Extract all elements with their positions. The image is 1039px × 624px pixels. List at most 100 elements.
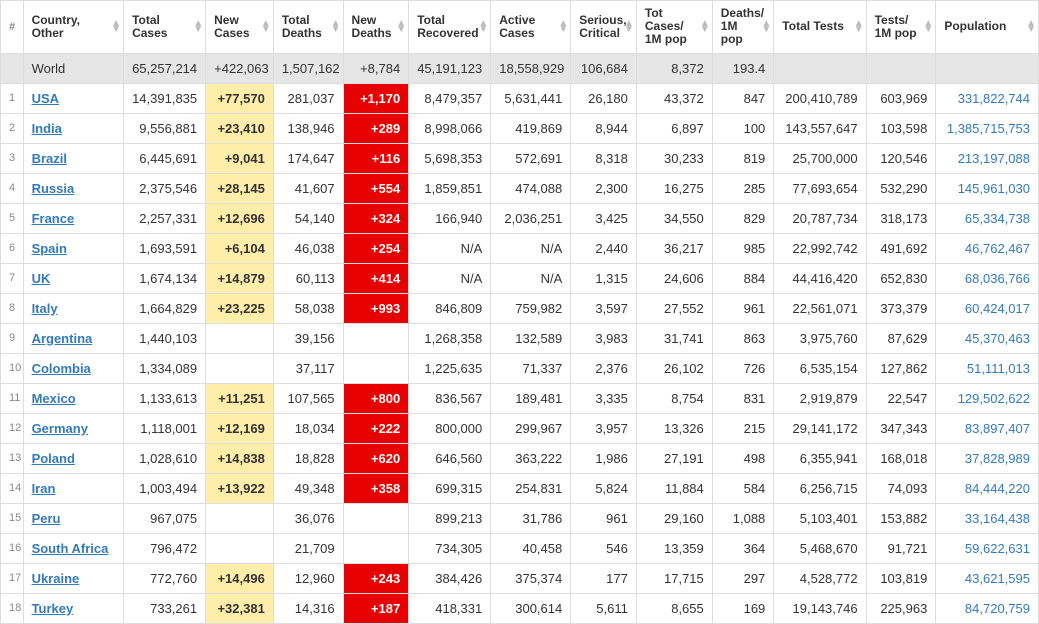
col-header-serious[interactable]: Serious, Critical▲▼: [571, 1, 637, 54]
cell-country[interactable]: Russia: [23, 173, 124, 203]
population-link[interactable]: 129,502,622: [958, 391, 1030, 406]
cell-country[interactable]: Brazil: [23, 143, 124, 173]
country-link[interactable]: Peru: [32, 511, 61, 526]
country-link[interactable]: UK: [32, 271, 51, 286]
cell-country[interactable]: Mexico: [23, 383, 124, 413]
cell-population[interactable]: 65,334,738: [936, 203, 1039, 233]
cell-country[interactable]: France: [23, 203, 124, 233]
country-link[interactable]: Germany: [32, 421, 88, 436]
country-link[interactable]: Turkey: [32, 601, 74, 616]
population-link[interactable]: 331,822,744: [958, 91, 1030, 106]
population-link[interactable]: 51,111,013: [967, 361, 1030, 376]
population-link[interactable]: 84,444,220: [965, 481, 1030, 496]
cell-population[interactable]: 84,720,759: [936, 593, 1039, 623]
country-link[interactable]: Iran: [32, 481, 56, 496]
country-link[interactable]: Ukraine: [32, 571, 80, 586]
country-link[interactable]: Italy: [32, 301, 58, 316]
country-link[interactable]: Russia: [32, 181, 75, 196]
col-header-total_recovered[interactable]: Total Recovered▲▼: [409, 1, 491, 54]
cell-new_deaths: +1,170: [343, 83, 409, 113]
cell-population[interactable]: 83,897,407: [936, 413, 1039, 443]
population-link[interactable]: 1,385,715,753: [947, 121, 1030, 136]
population-link[interactable]: 59,622,631: [965, 541, 1030, 556]
cell-country[interactable]: UK: [23, 263, 124, 293]
cell-cases_1m: 31,741: [636, 323, 712, 353]
country-link[interactable]: India: [32, 121, 62, 136]
country-link[interactable]: Argentina: [32, 331, 93, 346]
country-link[interactable]: Colombia: [32, 361, 91, 376]
country-link[interactable]: South Africa: [32, 541, 109, 556]
col-header-tests_1m[interactable]: Tests/ 1M pop▲▼: [866, 1, 936, 54]
cell-population[interactable]: 129,502,622: [936, 383, 1039, 413]
cell-country[interactable]: Poland: [23, 443, 124, 473]
cell-population[interactable]: 84,444,220: [936, 473, 1039, 503]
cell-total_cases: 9,556,881: [124, 113, 206, 143]
population-link[interactable]: 33,164,438: [965, 511, 1030, 526]
cell-population[interactable]: 1,385,715,753: [936, 113, 1039, 143]
cell-country[interactable]: Italy: [23, 293, 124, 323]
population-link[interactable]: 43,621,595: [965, 571, 1030, 586]
cell-population[interactable]: 33,164,438: [936, 503, 1039, 533]
cell-new_deaths: +254: [343, 233, 409, 263]
cell-country[interactable]: Iran: [23, 473, 124, 503]
cell-country[interactable]: Germany: [23, 413, 124, 443]
cell-population[interactable]: 45,370,463: [936, 323, 1039, 353]
cell-new_cases: +13,922: [206, 473, 274, 503]
population-link[interactable]: 83,897,407: [965, 421, 1030, 436]
cell-deaths_1m: 169: [712, 593, 774, 623]
population-link[interactable]: 60,424,017: [965, 301, 1030, 316]
col-header-total_tests[interactable]: Total Tests▲▼: [774, 1, 866, 54]
cell-country[interactable]: Peru: [23, 503, 124, 533]
col-header-new_deaths[interactable]: New Deaths▲▼: [343, 1, 409, 54]
cell-serious: 1,986: [571, 443, 637, 473]
col-header-active_cases[interactable]: Active Cases▲▼: [491, 1, 571, 54]
country-link[interactable]: France: [32, 211, 75, 226]
cell-population[interactable]: 145,961,030: [936, 173, 1039, 203]
country-link[interactable]: Mexico: [32, 391, 76, 406]
cell-population[interactable]: 213,197,088: [936, 143, 1039, 173]
country-link[interactable]: Spain: [32, 241, 67, 256]
country-link[interactable]: Brazil: [32, 151, 67, 166]
population-link[interactable]: 45,370,463: [965, 331, 1030, 346]
cell-country[interactable]: Ukraine: [23, 563, 124, 593]
col-header-total_cases[interactable]: Total Cases▲▼: [124, 1, 206, 54]
cell-country[interactable]: Turkey: [23, 593, 124, 623]
cell-population[interactable]: 46,762,467: [936, 233, 1039, 263]
population-link[interactable]: 37,828,989: [965, 451, 1030, 466]
col-header-country[interactable]: Country, Other▲▼: [23, 1, 124, 54]
cell-population[interactable]: 43,621,595: [936, 563, 1039, 593]
cell-tests_1m: 103,819: [866, 563, 936, 593]
population-link[interactable]: 84,720,759: [965, 601, 1030, 616]
population-link[interactable]: 46,762,467: [965, 241, 1030, 256]
cell-country[interactable]: Argentina: [23, 323, 124, 353]
population-link[interactable]: 65,334,738: [965, 211, 1030, 226]
cell-population[interactable]: 60,424,017: [936, 293, 1039, 323]
cell-population[interactable]: 331,822,744: [936, 83, 1039, 113]
cell-country[interactable]: Spain: [23, 233, 124, 263]
col-header-cases_1m[interactable]: Tot Cases/ 1M pop▲▼: [636, 1, 712, 54]
cell-population[interactable]: 59,622,631: [936, 533, 1039, 563]
cell-country[interactable]: India: [23, 113, 124, 143]
population-link[interactable]: 213,197,088: [958, 151, 1030, 166]
country-link[interactable]: USA: [32, 91, 59, 106]
cell-cases_1m: 13,359: [636, 533, 712, 563]
cell-country[interactable]: USA: [23, 83, 124, 113]
country-link[interactable]: Poland: [32, 451, 75, 466]
cell-population[interactable]: 51,111,013: [936, 353, 1039, 383]
cell-total_cases: 1,334,089: [124, 353, 206, 383]
cell-country[interactable]: South Africa: [23, 533, 124, 563]
col-header-deaths_1m[interactable]: Deaths/ 1M pop▲▼: [712, 1, 774, 54]
col-header-idx[interactable]: #: [1, 1, 24, 54]
cell-deaths_1m: 831: [712, 383, 774, 413]
cell-population[interactable]: 37,828,989: [936, 443, 1039, 473]
population-link[interactable]: 145,961,030: [958, 181, 1030, 196]
cell-population[interactable]: 68,036,766: [936, 263, 1039, 293]
cell-deaths_1m: 1,088: [712, 503, 774, 533]
population-link[interactable]: 68,036,766: [965, 271, 1030, 286]
cell-new_deaths: +414: [343, 263, 409, 293]
table-row: 14Iran1,003,494+13,92249,348+358699,3152…: [1, 473, 1039, 503]
col-header-total_deaths[interactable]: Total Deaths▲▼: [273, 1, 343, 54]
col-header-population[interactable]: Population▲▼: [936, 1, 1039, 54]
cell-country[interactable]: Colombia: [23, 353, 124, 383]
col-header-new_cases[interactable]: New Cases▲▼: [206, 1, 274, 54]
